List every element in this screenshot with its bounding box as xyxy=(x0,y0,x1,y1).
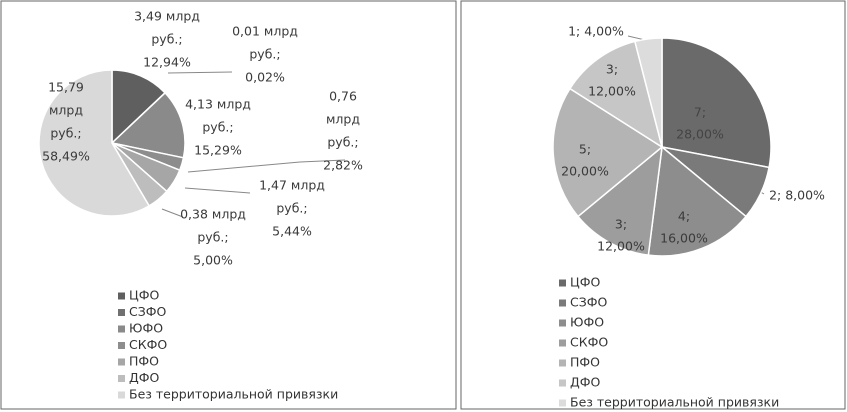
legend-label: СЗФО xyxy=(129,304,167,319)
data-label: 5,44% xyxy=(272,224,312,239)
data-label: руб.; xyxy=(50,126,81,141)
legend-swatch xyxy=(118,325,125,333)
pie-slice xyxy=(552,87,664,218)
data-label: 1; 4,00% xyxy=(568,24,624,39)
data-label: 20,00% xyxy=(561,164,609,179)
legend-swatch xyxy=(118,375,125,382)
legend-swatch xyxy=(559,319,566,327)
pie-slice xyxy=(110,91,186,159)
data-label: 2,82% xyxy=(323,158,363,173)
data-label: 2; 8,00% xyxy=(769,188,825,203)
pie-slice xyxy=(661,37,772,169)
legend-label: ЮФО xyxy=(129,321,163,336)
leader-line xyxy=(187,159,346,173)
legend-label: Без территориальной привязки xyxy=(129,387,338,402)
legend-label: ЮФО xyxy=(570,315,604,330)
legend-swatch xyxy=(559,339,566,347)
legend-label: ПФО xyxy=(129,354,159,369)
data-label: 12,94% xyxy=(143,55,191,70)
data-label: руб.; xyxy=(327,135,358,150)
data-label: 1,47 млрд xyxy=(259,178,325,193)
data-label: 0,76 xyxy=(329,89,357,104)
data-label: 0,38 млрд xyxy=(180,207,246,222)
legend-swatch xyxy=(559,299,566,307)
legend-label: ПФО xyxy=(570,355,600,370)
legend-label: ДФО xyxy=(129,370,160,385)
legend-swatch xyxy=(559,359,566,367)
legend-swatch xyxy=(559,279,566,287)
data-label: 3; xyxy=(606,62,618,77)
pie-slice xyxy=(568,40,664,149)
legend-label: ЦФО xyxy=(129,288,159,303)
data-label: 0,01 млрд xyxy=(232,24,298,39)
legend-label: СКФО xyxy=(570,335,608,350)
pie-slice xyxy=(633,37,663,148)
data-label: руб.; xyxy=(151,32,182,47)
data-label: 58,49% xyxy=(42,149,90,164)
data-label: 28,00% xyxy=(676,127,724,142)
legend-label: ЦФО xyxy=(570,275,600,290)
pie-slice xyxy=(111,69,167,145)
legend-label: СКФО xyxy=(129,337,167,352)
legend-swatch xyxy=(118,342,125,349)
data-label: млрд xyxy=(49,103,83,118)
pie-slice xyxy=(576,145,663,256)
leader-line xyxy=(167,71,233,74)
leader-line xyxy=(161,208,184,218)
legend-swatch xyxy=(118,292,125,300)
data-label: 16,00% xyxy=(660,231,708,246)
data-label: 15,29% xyxy=(194,143,242,158)
data-label: 3; xyxy=(615,217,627,232)
legend-label: ДФО xyxy=(570,375,601,390)
data-label: 4,13 млрд xyxy=(185,97,251,112)
data-label: 0,02% xyxy=(245,70,285,85)
panel-border xyxy=(0,0,457,410)
data-label: 12,00% xyxy=(597,239,645,254)
data-label: руб.; xyxy=(197,230,228,245)
data-label: 7; xyxy=(694,105,706,120)
pie-slice xyxy=(647,145,748,257)
legend-swatch xyxy=(118,309,125,316)
data-label: 15,79 xyxy=(48,80,84,95)
leader-line xyxy=(184,187,251,194)
data-label: руб.; xyxy=(249,47,280,62)
panel-border xyxy=(460,0,846,410)
legend-swatch xyxy=(559,379,566,387)
legend-swatch xyxy=(118,358,125,366)
data-label: 3,49 млрд xyxy=(134,9,200,24)
data-label: руб.; xyxy=(202,120,233,135)
data-label: млрд xyxy=(326,112,360,127)
pie-slice xyxy=(38,69,151,217)
legend-label: СЗФО xyxy=(570,295,608,310)
data-label: 12,00% xyxy=(588,84,636,99)
legend-swatch xyxy=(118,391,125,399)
legend-swatch xyxy=(559,399,566,407)
data-label: 5,00% xyxy=(193,253,233,268)
legend-label: Без территориальной привязки xyxy=(570,395,779,410)
data-label: 5; xyxy=(579,142,591,157)
data-label: руб.; xyxy=(276,201,307,216)
data-label: 4; xyxy=(678,209,690,224)
